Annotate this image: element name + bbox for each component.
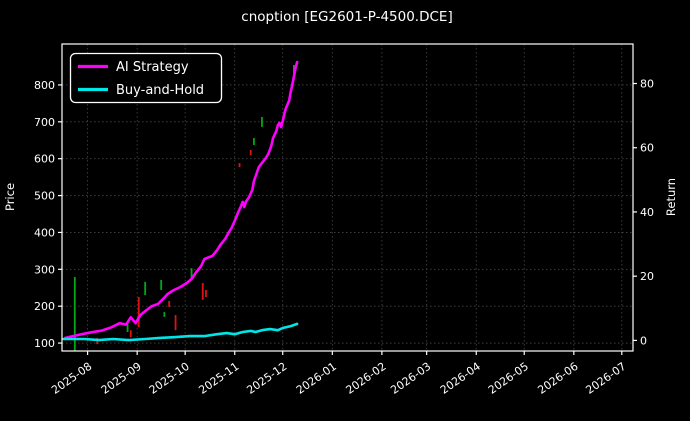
y-tick-label-left: 300 bbox=[34, 263, 55, 276]
x-tick-label: 2026-06 bbox=[535, 360, 580, 397]
x-tick-label: 2025-12 bbox=[244, 360, 289, 397]
x-tick-label: 2026-01 bbox=[294, 360, 339, 397]
y-tick-label-right: 20 bbox=[640, 270, 654, 283]
series-line-ai-strategy bbox=[63, 60, 299, 340]
x-tick-label: 2025-11 bbox=[196, 360, 241, 397]
x-tick-label: 2026-04 bbox=[438, 360, 483, 397]
x-tick-label: 2026-02 bbox=[343, 360, 388, 397]
series-line-buy-and-hold bbox=[62, 322, 299, 342]
x-tick-label: 2025-08 bbox=[49, 360, 94, 397]
y-tick-label-left: 500 bbox=[34, 190, 55, 203]
y-tick-label-right: 60 bbox=[640, 142, 654, 155]
y-tick-label-right: 80 bbox=[640, 77, 654, 90]
y-tick-label-left: 700 bbox=[34, 116, 55, 129]
y-tick-label-left: 600 bbox=[34, 153, 55, 166]
legend-item-buy-and-hold: Buy-and-Hold bbox=[78, 83, 204, 98]
y-axis-label-left: Price bbox=[3, 183, 17, 211]
y-tick-label-right: 0 bbox=[640, 334, 647, 347]
legend-label-ai-strategy: AI Strategy bbox=[116, 60, 189, 75]
legend-label-buy-and-hold: Buy-and-Hold bbox=[116, 83, 204, 98]
x-tick-label: 2026-07 bbox=[583, 360, 628, 397]
y-tick-label-left: 100 bbox=[34, 337, 55, 350]
x-tick-label: 2026-03 bbox=[388, 360, 433, 397]
chart-title: cnoption [EG2601-P-4500.DCE] bbox=[241, 9, 452, 25]
y-tick-label-left: 200 bbox=[34, 300, 55, 313]
y-tick-label-left: 800 bbox=[34, 79, 55, 92]
plot-border bbox=[61, 43, 634, 352]
x-tick-label: 2025-10 bbox=[147, 360, 192, 397]
legend: AI Strategy Buy-and-Hold bbox=[69, 52, 223, 104]
y-tick-label-right: 40 bbox=[640, 206, 654, 219]
x-tick-label: 2026-05 bbox=[486, 360, 531, 397]
legend-box bbox=[69, 52, 223, 104]
y-tick-label-left: 400 bbox=[34, 226, 55, 239]
y-axis-label-right: Return bbox=[664, 178, 678, 216]
x-tick-label: 2025-09 bbox=[99, 360, 144, 397]
legend-item-ai-strategy: AI Strategy bbox=[78, 60, 189, 75]
